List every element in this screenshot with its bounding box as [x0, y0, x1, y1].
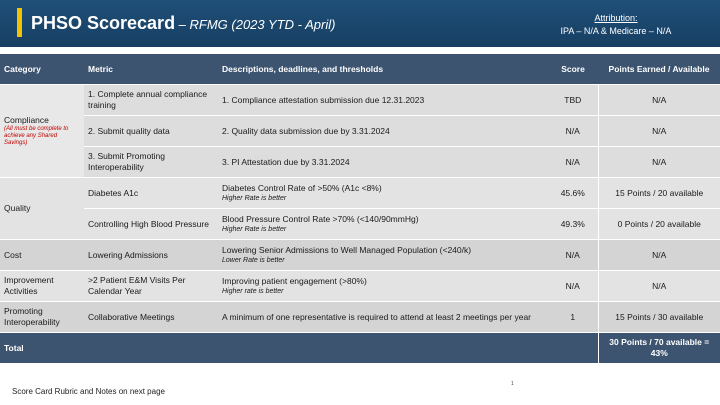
description-cell: 1. Compliance attestation submission due…: [218, 84, 548, 116]
metric-cell: Diabetes A1c: [84, 177, 218, 209]
description-note: Higher Rate is better: [222, 195, 287, 202]
description-cell: 2. Quality data submission due by 3.31.2…: [218, 115, 548, 147]
metric-cell: 3. Submit Promoting Interoperability: [84, 146, 218, 178]
metric-cell: Controlling High Blood Pressure: [84, 208, 218, 240]
col-score: Score: [548, 54, 598, 85]
description-cell: Improving patient engagement (>80%) High…: [218, 270, 548, 302]
score-cell: 49.3%: [548, 208, 598, 240]
table-row: 2. Submit quality data 2. Quality data s…: [0, 115, 720, 147]
category-compliance: Compliance (All must be complete to achi…: [0, 84, 84, 178]
table-row: Promoting Interoperability Collaborative…: [0, 301, 720, 333]
description-note: Higher Rate is better: [222, 226, 287, 233]
description-text: Blood Pressure Control Rate >70% (<140/9…: [222, 214, 419, 224]
score-cell: N/A: [548, 115, 598, 147]
title-subtitle: – RFMG (2023 YTD - April): [175, 17, 336, 32]
page-title: PHSO Scorecard – RFMG (2023 YTD - April): [31, 13, 335, 34]
description-text: Diabetes Control Rate of >50% (A1c <8%): [222, 183, 382, 193]
points-cell: N/A: [597, 239, 720, 271]
col-description: Descriptions, deadlines, and thresholds: [218, 54, 548, 85]
category-cost: Cost: [0, 239, 84, 271]
points-cell: N/A: [597, 115, 720, 147]
table-row: Improvement Activities >2 Patient E&M Vi…: [0, 270, 720, 302]
category-improvement: Improvement Activities: [0, 270, 84, 302]
category-quality: Quality: [0, 177, 84, 240]
points-cell: N/A: [597, 84, 720, 116]
attribution-label: Attribution:: [594, 13, 638, 23]
metric-cell: Collaborative Meetings: [84, 301, 218, 333]
description-cell: 3. PI Attestation due by 3.31.2024: [218, 146, 548, 178]
score-cell: 1: [548, 301, 598, 333]
category-label: Compliance: [4, 115, 49, 125]
table-row: Controlling High Blood Pressure Blood Pr…: [0, 208, 720, 240]
scorecard-table: Category Metric Descriptions, deadlines,…: [0, 54, 720, 364]
description-note: Higher rate is better: [222, 288, 284, 295]
metric-cell: 1. Complete annual compliance training: [84, 84, 218, 116]
description-cell: Blood Pressure Control Rate >70% (<140/9…: [218, 208, 548, 240]
score-cell: TBD: [548, 84, 598, 116]
col-category: Category: [0, 54, 84, 85]
description-text: Improving patient engagement (>80%): [222, 276, 367, 286]
attribution: Attribution: IPA – N/A & Medicare – N/A: [541, 12, 691, 38]
col-points: Points Earned / Available: [598, 54, 720, 85]
title-main: PHSO Scorecard: [31, 13, 176, 33]
points-cell: 15 Points / 20 available: [597, 177, 720, 209]
page-number: 1: [511, 381, 514, 387]
points-cell: 15 Points / 30 available: [597, 301, 720, 333]
description-cell: Diabetes Control Rate of >50% (A1c <8%) …: [218, 177, 548, 209]
description-text: Lowering Senior Admissions to Well Manag…: [222, 245, 472, 255]
score-cell: N/A: [548, 270, 598, 302]
footer-note: Score Card Rubric and Notes on next page: [12, 387, 165, 396]
table-row: Quality Diabetes A1c Diabetes Control Ra…: [0, 177, 720, 240]
points-cell: N/A: [597, 270, 720, 302]
table-header-row: Category Metric Descriptions, deadlines,…: [0, 54, 720, 85]
table-row: Compliance (All must be complete to achi…: [0, 84, 720, 178]
metric-cell: Lowering Admissions: [84, 239, 218, 271]
category-interoperability: Promoting Interoperability: [0, 301, 84, 333]
table-row: 3. Submit Promoting Interoperability 3. …: [0, 146, 720, 178]
metric-cell: >2 Patient E&M Visits Per Calendar Year: [84, 270, 218, 302]
score-cell: N/A: [548, 239, 598, 271]
description-note: Lower Rate is better: [222, 257, 285, 264]
compliance-note: (All must be complete to achieve any Sha…: [4, 126, 69, 146]
total-label: Total: [0, 332, 548, 364]
description-cell: A minimum of one representative is requi…: [218, 301, 548, 333]
metric-cell: 2. Submit quality data: [84, 115, 218, 147]
total-points: 30 Points / 70 available = 43%: [597, 332, 720, 364]
accent-bar: [17, 8, 22, 37]
total-row: Total 30 Points / 70 available = 43%: [0, 332, 720, 364]
score-cell: 45.6%: [548, 177, 598, 209]
attribution-value: IPA – N/A & Medicare – N/A: [560, 26, 672, 36]
title-bar: PHSO Scorecard – RFMG (2023 YTD - April)…: [0, 0, 720, 47]
col-metric: Metric: [84, 54, 218, 85]
points-cell: N/A: [597, 146, 720, 178]
score-cell: N/A: [548, 146, 598, 178]
points-cell: 0 Points / 20 available: [597, 208, 720, 240]
total-score-cell: [548, 332, 598, 364]
table-row: Cost Lowering Admissions Lowering Senior…: [0, 239, 720, 271]
description-cell: Lowering Senior Admissions to Well Manag…: [218, 239, 548, 271]
